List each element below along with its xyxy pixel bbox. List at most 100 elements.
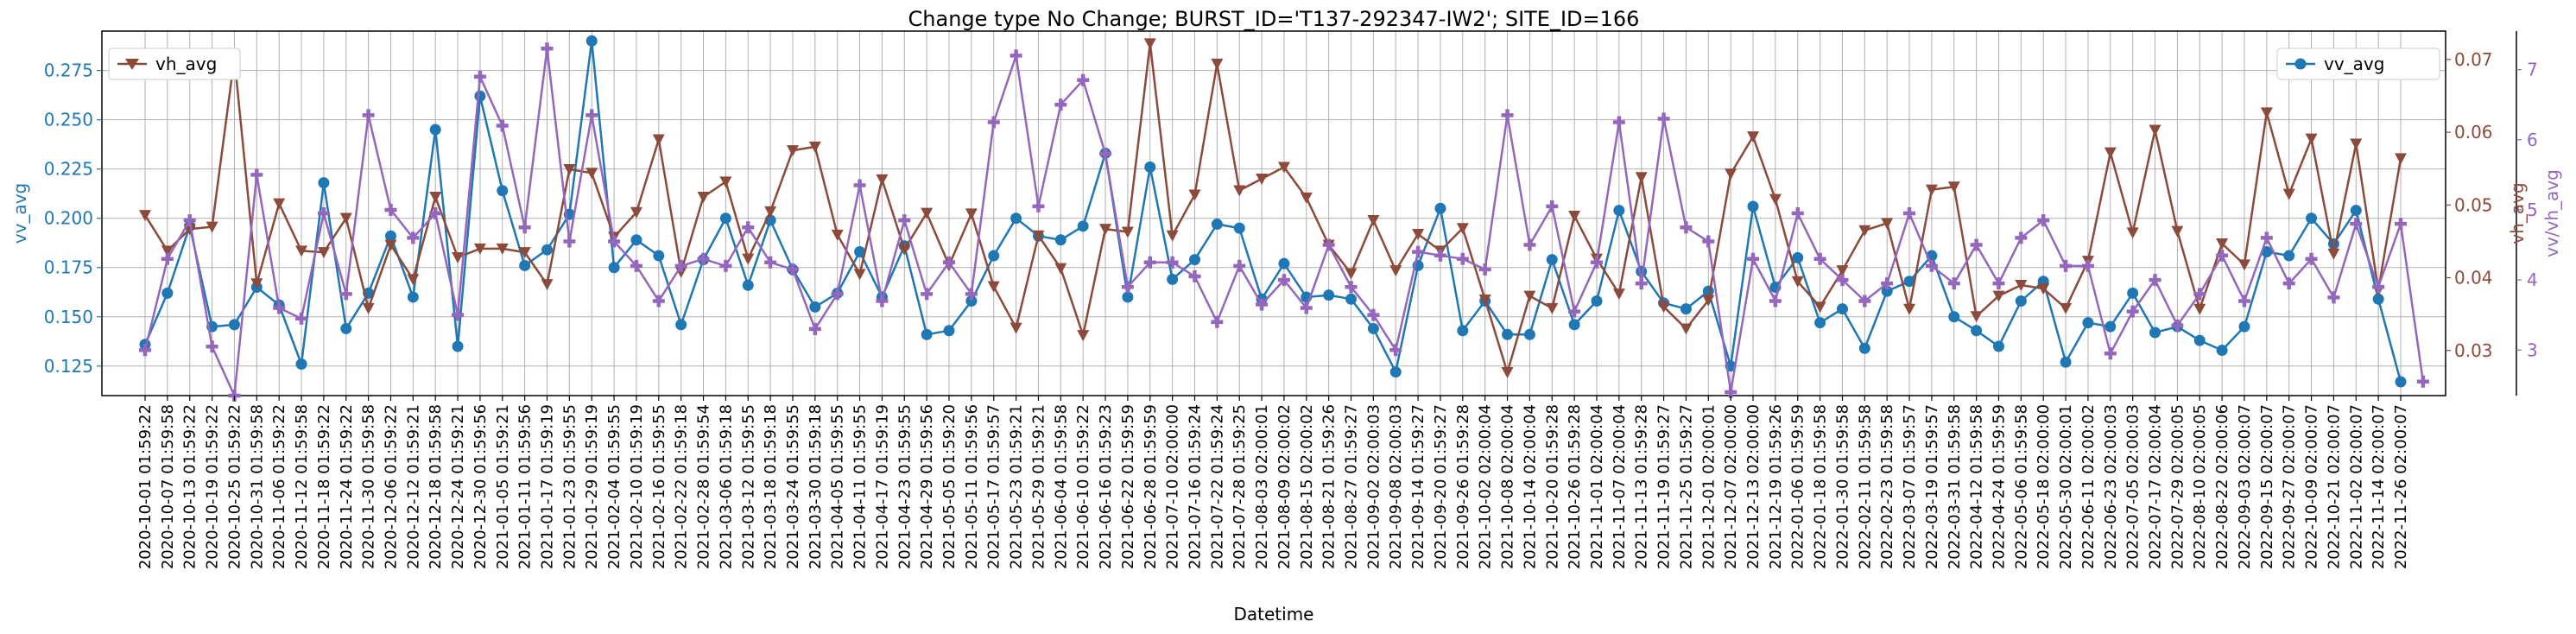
x-tick-label: 2021-04-29 01:59:56 [918,404,936,569]
point-vv/vh_avg [452,308,465,321]
point-vv_avg [2082,317,2094,329]
point-vv/vh_avg [719,259,732,272]
x-tick-label: 2021-05-11 01:59:56 [963,404,981,569]
point-vh_avg [1054,263,1067,275]
point-vv_avg [1502,328,1514,340]
x-tick-label: 2020-10-13 01:59:22 [181,404,199,569]
point-vv/vh_avg [1903,207,1916,219]
point-vh_avg [2171,225,2184,238]
x-tick-label: 2021-10-20 01:59:28 [1543,404,1561,569]
point-vh_avg [808,141,821,153]
x-tick-label: 2021-02-10 01:59:19 [628,404,646,569]
x-tick-label: 2021-02-04 01:59:55 [605,404,623,569]
point-vv/vh_avg [943,256,956,269]
point-vv_avg [1345,293,1358,305]
series-line-vh_avg [143,42,2402,374]
point-vv/vh_avg [1970,238,1983,251]
left-axis-label: vv_avg [9,183,30,244]
x-tick-label: 2021-06-22 01:59:59 [1119,404,1137,569]
point-vh_avg [898,244,911,256]
point-vv_avg [1367,322,1379,334]
point-vv/vh_avg [1345,281,1358,294]
point-vv/vh_avg [317,207,330,219]
left-y-tick-label: 0.150 [44,307,93,327]
point-vv/vh_avg [206,340,218,353]
point-vh_avg [473,243,486,255]
x-tick-label: 2021-08-21 01:59:26 [1320,404,1339,569]
point-vv/vh_avg [1211,315,1224,328]
point-vv_avg [1233,222,1245,234]
point-vh_avg [317,247,330,259]
x-tick-label: 2021-05-23 01:59:21 [1008,404,1026,569]
x-tick-label: 2021-07-28 01:59:25 [1231,404,1249,569]
x-tick-label: 2020-10-07 01:59:58 [159,404,177,569]
point-vh_avg [384,239,397,251]
point-vh_avg [1836,265,1849,277]
point-vh_avg [429,192,442,204]
point-vv/vh_avg [407,231,420,244]
point-vh_avg [1903,303,1916,315]
x-tick-label: 2021-03-24 01:59:55 [784,404,802,569]
point-vv_avg [653,250,665,262]
point-vv_avg [608,262,620,274]
point-vv/vh_avg [429,207,442,219]
point-vh_avg [876,174,889,186]
x-tick-label: 2021-01-29 01:59:19 [583,404,601,569]
x-tick-label: 2021-06-10 01:59:22 [1074,404,1092,569]
point-vv_avg [1792,251,1804,263]
far-right-y-tick-label: 5 [2527,200,2538,220]
x-tick-label: 2021-01-17 01:59:19 [539,404,557,569]
x-tick-label: 2021-04-05 01:59:55 [829,404,847,569]
x-tick-label: 2021-08-15 02:00:02 [1298,404,1316,569]
point-vh_avg [786,145,799,157]
right-y-tick-label: 0.06 [2454,122,2493,143]
right-y-tick-label: 0.03 [2454,340,2493,361]
point-vv_avg [1389,366,1402,378]
point-vv/vh_avg [1367,308,1380,321]
point-vv/vh_avg [2171,319,2184,332]
x-tick-label: 2022-07-17 02:00:04 [2147,404,2165,569]
point-vv/vh_avg [1099,148,1112,161]
point-vh_avg [1367,215,1380,227]
x-tick-label: 2022-11-14 02:00:07 [2370,404,2388,569]
point-vv_avg [2127,287,2139,299]
point-vv/vh_avg [1791,207,1804,219]
point-vv/vh_avg [1523,238,1536,251]
point-vh_avg [541,279,554,291]
point-vh_avg [652,134,665,146]
x-tick-label: 2020-11-18 01:59:22 [315,404,333,569]
point-vh_avg [1188,189,1201,201]
point-vv_avg [161,287,174,299]
point-vh_avg [1143,38,1156,50]
point-vv/vh_avg [139,344,151,357]
point-vv/vh_avg [1769,295,1782,307]
point-vv/vh_avg [1747,252,1760,265]
x-tick-label: 2020-12-30 01:59:56 [472,404,490,569]
point-vv/vh_avg [674,259,687,272]
point-vv/vh_avg [1143,256,1156,269]
point-vv_avg [1971,325,1983,337]
point-vv_avg [2372,293,2384,305]
legend-vv-marker [2294,58,2307,70]
point-vv/vh_avg [2372,281,2385,294]
point-vh_avg [1747,131,1760,143]
point-vv/vh_avg [742,221,755,234]
point-vh_avg [697,192,710,204]
x-tick-label: 2022-07-29 02:00:05 [2168,404,2187,569]
legend-vh-frame [108,48,241,80]
point-vh_avg [965,208,978,220]
x-tick-label: 2021-10-14 02:00:04 [1521,404,1539,569]
x-tick-label: 2021-03-12 01:59:55 [739,404,757,569]
point-vh_avg [1546,302,1559,314]
x-tick-label: 2022-06-11 02:00:02 [2079,404,2098,569]
point-vv_avg [1457,325,1469,337]
legend-vh-marker [125,59,139,70]
point-vv/vh_avg [1077,73,1090,86]
plot-area-frame [101,30,2446,396]
point-vv/vh_avg [1256,298,1269,311]
x-tick-label: 2021-11-01 02:00:04 [1588,404,1606,569]
point-vh_avg [2327,248,2340,260]
point-vh_avg [1211,58,1224,70]
point-vv/vh_avg [965,288,978,301]
point-vh_avg [1568,210,1581,222]
